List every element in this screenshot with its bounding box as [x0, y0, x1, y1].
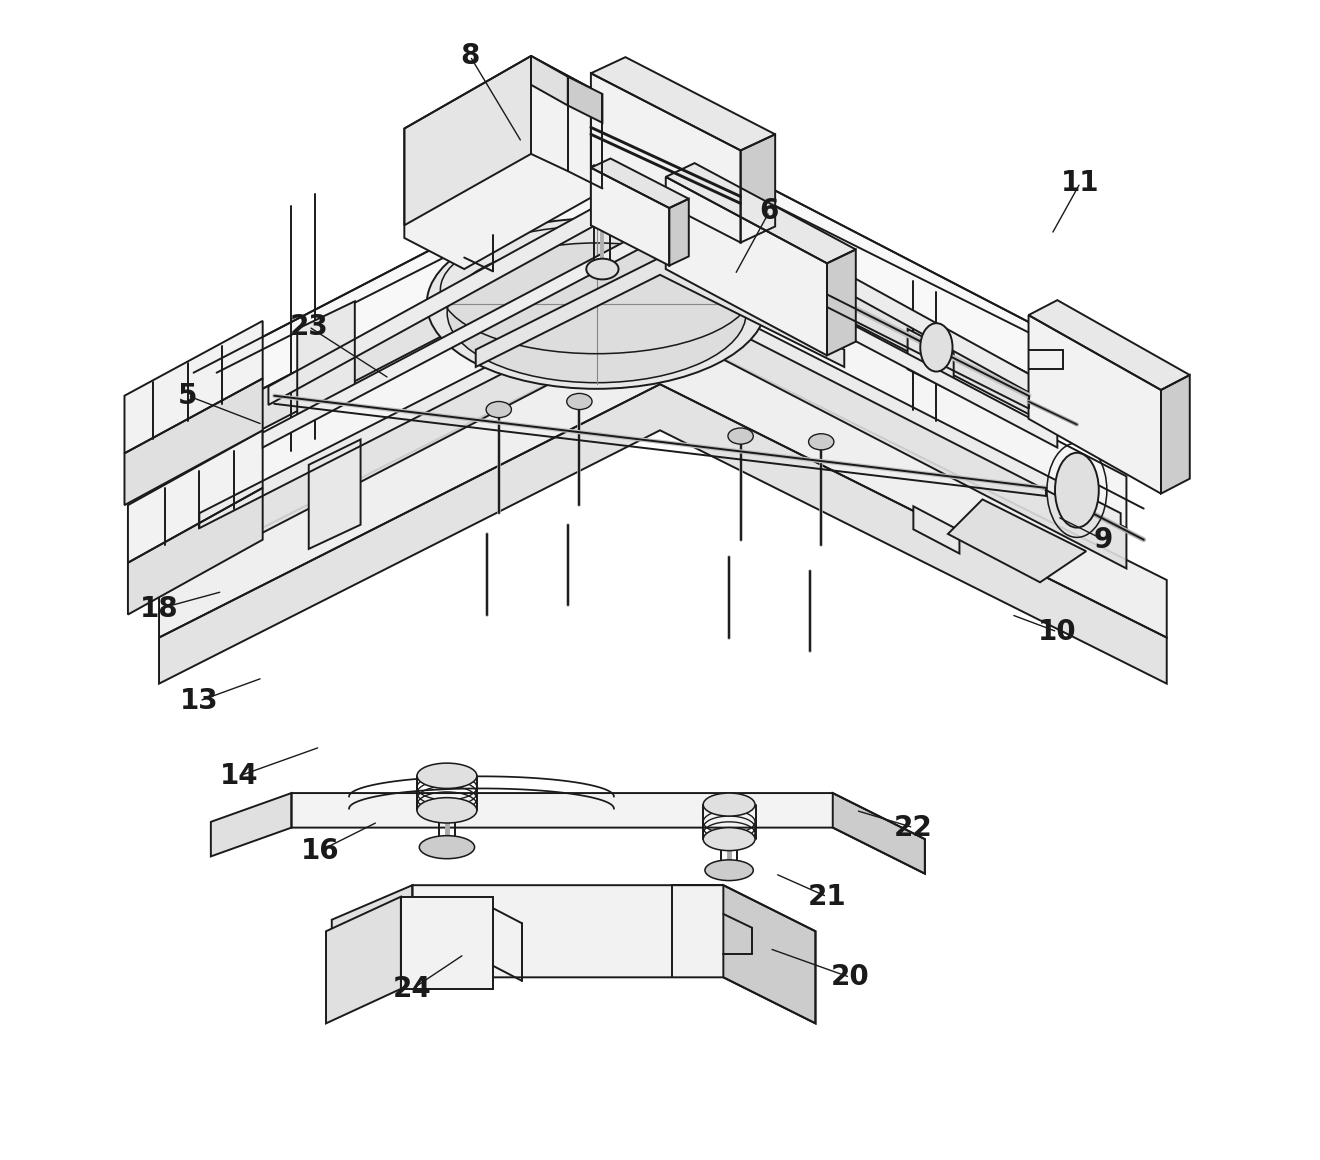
Polygon shape — [124, 378, 263, 505]
Polygon shape — [128, 488, 263, 615]
Polygon shape — [158, 384, 1167, 683]
Text: 16: 16 — [301, 836, 339, 864]
Text: 14: 14 — [220, 762, 259, 790]
Polygon shape — [591, 57, 775, 151]
Polygon shape — [194, 234, 1126, 528]
Polygon shape — [591, 168, 669, 266]
Polygon shape — [297, 302, 355, 425]
Polygon shape — [263, 223, 1057, 448]
Polygon shape — [913, 506, 960, 553]
Polygon shape — [199, 278, 1121, 528]
Polygon shape — [158, 327, 1167, 638]
Ellipse shape — [704, 793, 755, 817]
Polygon shape — [412, 885, 816, 1023]
Polygon shape — [326, 897, 401, 1023]
Polygon shape — [1028, 300, 1189, 390]
Polygon shape — [309, 440, 360, 549]
Polygon shape — [568, 77, 602, 123]
Ellipse shape — [704, 827, 755, 850]
Polygon shape — [908, 329, 953, 392]
Ellipse shape — [586, 259, 619, 280]
Polygon shape — [475, 258, 845, 367]
Polygon shape — [741, 135, 775, 242]
Polygon shape — [401, 897, 492, 988]
Ellipse shape — [566, 393, 593, 409]
Polygon shape — [268, 172, 1052, 405]
Text: 23: 23 — [289, 313, 329, 341]
Polygon shape — [194, 131, 1126, 425]
Polygon shape — [665, 164, 855, 263]
Text: 21: 21 — [808, 883, 846, 911]
Polygon shape — [591, 73, 741, 242]
Text: 18: 18 — [140, 595, 178, 623]
Polygon shape — [292, 793, 925, 873]
Text: 10: 10 — [1038, 618, 1077, 646]
Polygon shape — [404, 56, 531, 225]
Polygon shape — [194, 287, 1126, 568]
Polygon shape — [833, 793, 925, 873]
Ellipse shape — [1055, 452, 1098, 528]
Ellipse shape — [705, 860, 754, 880]
Polygon shape — [124, 321, 263, 454]
Ellipse shape — [420, 835, 475, 858]
Text: 13: 13 — [180, 687, 219, 715]
Polygon shape — [1162, 375, 1189, 494]
Ellipse shape — [920, 324, 953, 371]
Ellipse shape — [426, 218, 767, 389]
Ellipse shape — [447, 242, 746, 383]
Ellipse shape — [809, 434, 834, 450]
Polygon shape — [1028, 316, 1162, 494]
Ellipse shape — [417, 763, 477, 789]
Text: 6: 6 — [760, 197, 779, 225]
Ellipse shape — [486, 401, 511, 418]
Text: 20: 20 — [830, 963, 870, 992]
Text: 24: 24 — [393, 974, 432, 1003]
Polygon shape — [531, 56, 568, 106]
Polygon shape — [404, 56, 591, 269]
Polygon shape — [128, 430, 263, 563]
Polygon shape — [665, 177, 828, 355]
Ellipse shape — [417, 798, 477, 822]
Text: 5: 5 — [178, 382, 198, 409]
Polygon shape — [828, 249, 855, 355]
Text: 11: 11 — [1061, 168, 1100, 197]
Polygon shape — [194, 182, 1126, 465]
Polygon shape — [211, 793, 292, 856]
Polygon shape — [591, 159, 689, 208]
Text: 22: 22 — [894, 813, 933, 842]
Polygon shape — [948, 500, 1086, 582]
Polygon shape — [723, 885, 816, 1023]
Text: 8: 8 — [461, 42, 479, 70]
Polygon shape — [531, 56, 591, 106]
Text: 9: 9 — [1094, 525, 1113, 553]
Polygon shape — [331, 885, 412, 1012]
Polygon shape — [669, 198, 689, 266]
Ellipse shape — [727, 428, 754, 444]
